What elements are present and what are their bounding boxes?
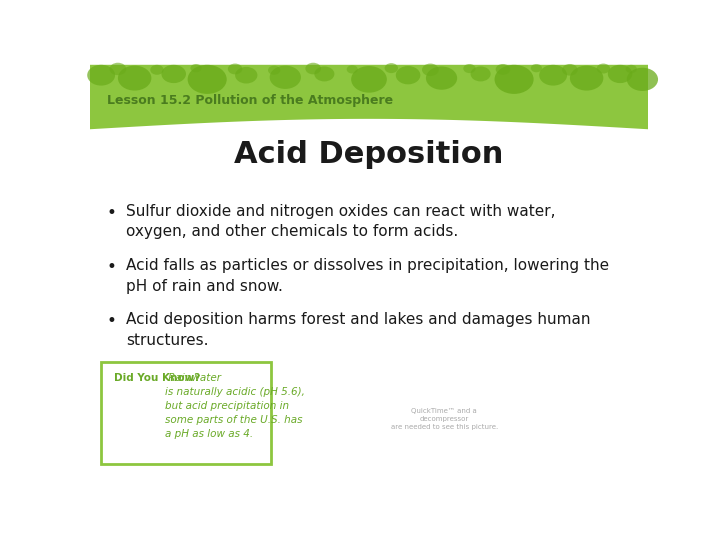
Text: •: • <box>107 312 117 330</box>
Text: QuickTime™ and a
decompressor
are needed to see this picture.: QuickTime™ and a decompressor are needed… <box>391 408 498 430</box>
Circle shape <box>426 66 457 90</box>
Circle shape <box>539 65 567 85</box>
Text: Rainwater
is naturally acidic (pH 5.6),
but acid precipitation in
some parts of : Rainwater is naturally acidic (pH 5.6), … <box>166 373 305 440</box>
Circle shape <box>315 66 334 82</box>
Circle shape <box>608 65 632 83</box>
Circle shape <box>384 63 398 73</box>
Text: Acid falls as particles or dissolves in precipitation, lowering the
pH of rain a: Acid falls as particles or dissolves in … <box>126 258 609 294</box>
Text: Did You Know?: Did You Know? <box>114 373 200 383</box>
Text: Acid deposition harms forest and lakes and damages human
structures.: Acid deposition harms forest and lakes a… <box>126 312 591 348</box>
Circle shape <box>351 66 387 93</box>
Circle shape <box>463 64 476 73</box>
Circle shape <box>188 65 227 94</box>
Circle shape <box>118 66 151 91</box>
Circle shape <box>268 66 280 75</box>
Circle shape <box>627 68 658 91</box>
Circle shape <box>305 63 321 75</box>
Circle shape <box>495 65 534 94</box>
Circle shape <box>626 65 637 73</box>
Text: Lesson 15.2 Pollution of the Atmosphere: Lesson 15.2 Pollution of the Atmosphere <box>107 93 393 106</box>
Circle shape <box>270 66 301 89</box>
Text: •: • <box>107 204 117 222</box>
Circle shape <box>396 66 420 84</box>
Circle shape <box>495 64 510 75</box>
Circle shape <box>422 64 438 76</box>
Circle shape <box>531 64 542 72</box>
FancyBboxPatch shape <box>101 362 271 464</box>
Circle shape <box>109 63 126 75</box>
Circle shape <box>87 65 115 85</box>
Circle shape <box>190 64 202 72</box>
Circle shape <box>347 65 358 73</box>
Circle shape <box>235 67 258 84</box>
Circle shape <box>471 66 490 82</box>
Text: Sulfur dioxide and nitrogen oxides can react with water,
oxygen, and other chemi: Sulfur dioxide and nitrogen oxides can r… <box>126 204 556 240</box>
Polygon shape <box>90 65 648 129</box>
Circle shape <box>161 65 186 83</box>
Text: Acid Deposition: Acid Deposition <box>234 140 504 168</box>
Circle shape <box>228 64 243 75</box>
Text: •: • <box>107 258 117 276</box>
Circle shape <box>562 64 577 76</box>
Circle shape <box>570 66 603 91</box>
Circle shape <box>150 65 163 75</box>
Circle shape <box>597 64 610 73</box>
